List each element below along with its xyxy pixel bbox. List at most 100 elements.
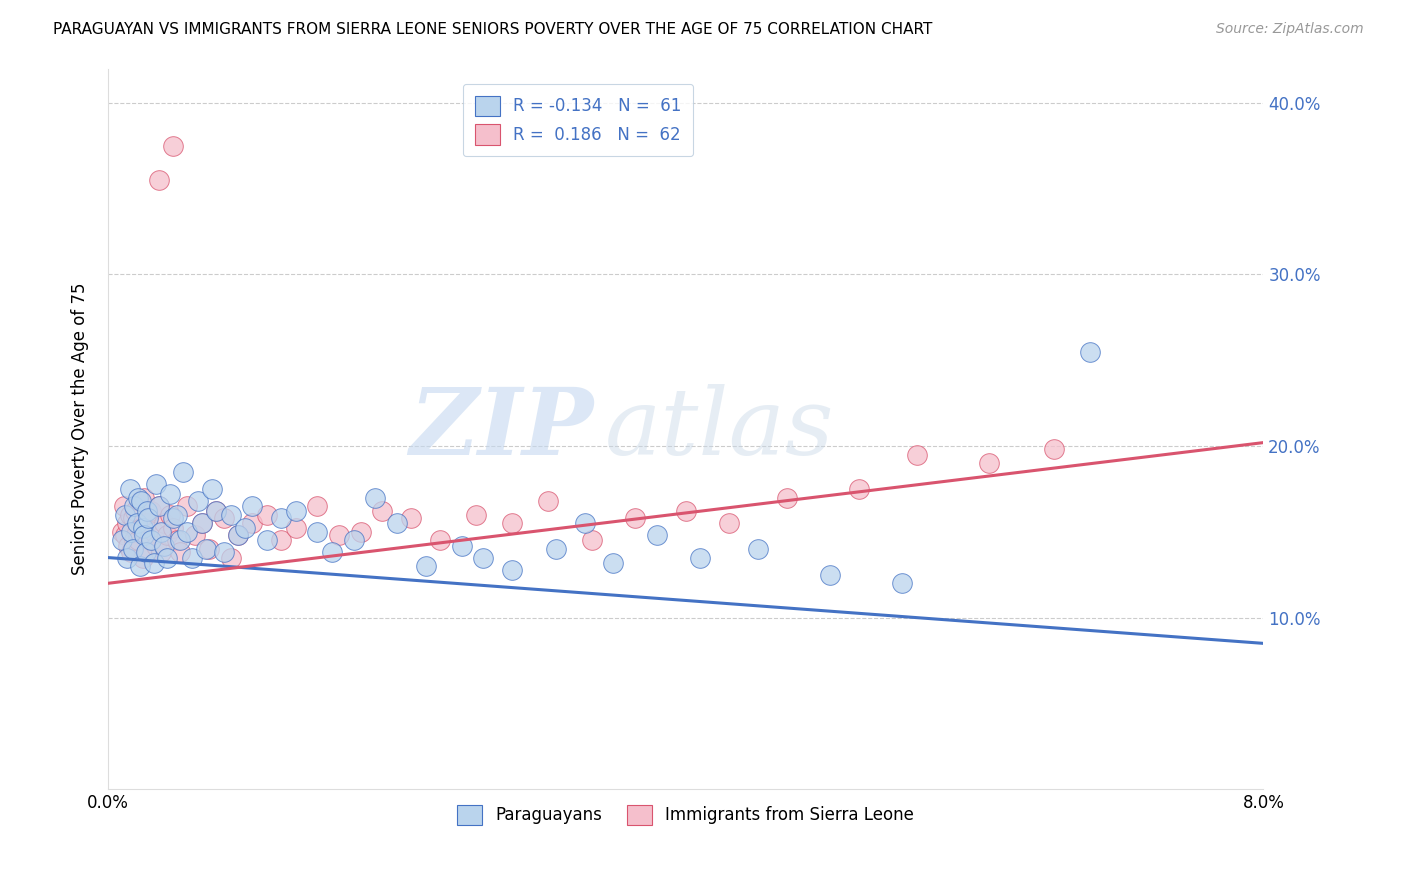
Point	[145, 539, 167, 553]
Y-axis label: Seniors Poverty Over the Age of 75: Seniors Poverty Over the Age of 75	[72, 283, 89, 575]
Point	[415, 559, 437, 574]
Point	[328, 528, 350, 542]
Point	[131, 521, 153, 535]
Point	[135, 545, 157, 559]
Point	[128, 494, 150, 508]
Point	[129, 494, 152, 508]
Point	[364, 491, 387, 505]
Point	[128, 559, 150, 574]
Point	[138, 511, 160, 525]
Point	[581, 533, 603, 548]
Point	[122, 499, 145, 513]
Point	[450, 539, 472, 553]
Point	[544, 541, 567, 556]
Point	[148, 499, 170, 513]
Point	[115, 550, 138, 565]
Point	[118, 508, 141, 522]
Point	[818, 567, 841, 582]
Point	[256, 533, 278, 548]
Point	[111, 524, 134, 539]
Point	[747, 541, 769, 556]
Point	[129, 521, 152, 535]
Point	[141, 533, 163, 548]
Point	[153, 516, 176, 531]
Text: ZIP: ZIP	[409, 384, 593, 474]
Point	[675, 504, 697, 518]
Point	[172, 465, 194, 479]
Point	[371, 504, 394, 518]
Point	[307, 524, 329, 539]
Point	[136, 504, 159, 518]
Point	[132, 528, 155, 542]
Point	[121, 541, 143, 556]
Point	[219, 508, 242, 522]
Point	[905, 448, 928, 462]
Point	[226, 528, 249, 542]
Point	[270, 511, 292, 525]
Point	[176, 524, 198, 539]
Point	[136, 516, 159, 531]
Point	[132, 491, 155, 505]
Point	[127, 491, 149, 505]
Point	[219, 550, 242, 565]
Point	[143, 556, 166, 570]
Point	[156, 528, 179, 542]
Point	[162, 511, 184, 525]
Point	[212, 545, 235, 559]
Legend: Paraguayans, Immigrants from Sierra Leone: Paraguayans, Immigrants from Sierra Leon…	[447, 795, 924, 835]
Point	[114, 528, 136, 542]
Point	[212, 511, 235, 525]
Point	[270, 533, 292, 548]
Point	[537, 494, 560, 508]
Point	[602, 556, 624, 570]
Point	[385, 516, 408, 531]
Point	[120, 524, 142, 539]
Point	[472, 550, 495, 565]
Point	[122, 533, 145, 548]
Point	[156, 550, 179, 565]
Point	[131, 550, 153, 565]
Point	[848, 482, 870, 496]
Point	[159, 508, 181, 522]
Point	[242, 516, 264, 531]
Text: atlas: atlas	[605, 384, 834, 474]
Point	[186, 494, 208, 508]
Point	[169, 545, 191, 559]
Point	[1078, 344, 1101, 359]
Point	[205, 504, 228, 518]
Point	[350, 524, 373, 539]
Point	[138, 545, 160, 559]
Point	[645, 528, 668, 542]
Point	[169, 533, 191, 548]
Point	[465, 508, 488, 522]
Point	[429, 533, 451, 548]
Text: Source: ZipAtlas.com: Source: ZipAtlas.com	[1216, 22, 1364, 37]
Point	[121, 511, 143, 525]
Point	[342, 533, 364, 548]
Point	[127, 533, 149, 548]
Point	[624, 511, 647, 525]
Point	[115, 516, 138, 531]
Point	[242, 499, 264, 513]
Point	[153, 539, 176, 553]
Point	[124, 504, 146, 518]
Point	[191, 516, 214, 531]
Point	[233, 521, 256, 535]
Point	[117, 539, 139, 553]
Point	[148, 499, 170, 513]
Point	[145, 476, 167, 491]
Point	[111, 533, 134, 548]
Point	[776, 491, 799, 505]
Point	[977, 456, 1000, 470]
Point	[689, 550, 711, 565]
Point	[125, 524, 148, 539]
Point	[162, 138, 184, 153]
Point	[198, 541, 221, 556]
Point	[201, 482, 224, 496]
Point	[574, 516, 596, 531]
Point	[321, 545, 343, 559]
Point	[112, 499, 135, 513]
Point	[120, 545, 142, 559]
Point	[180, 550, 202, 565]
Point	[159, 487, 181, 501]
